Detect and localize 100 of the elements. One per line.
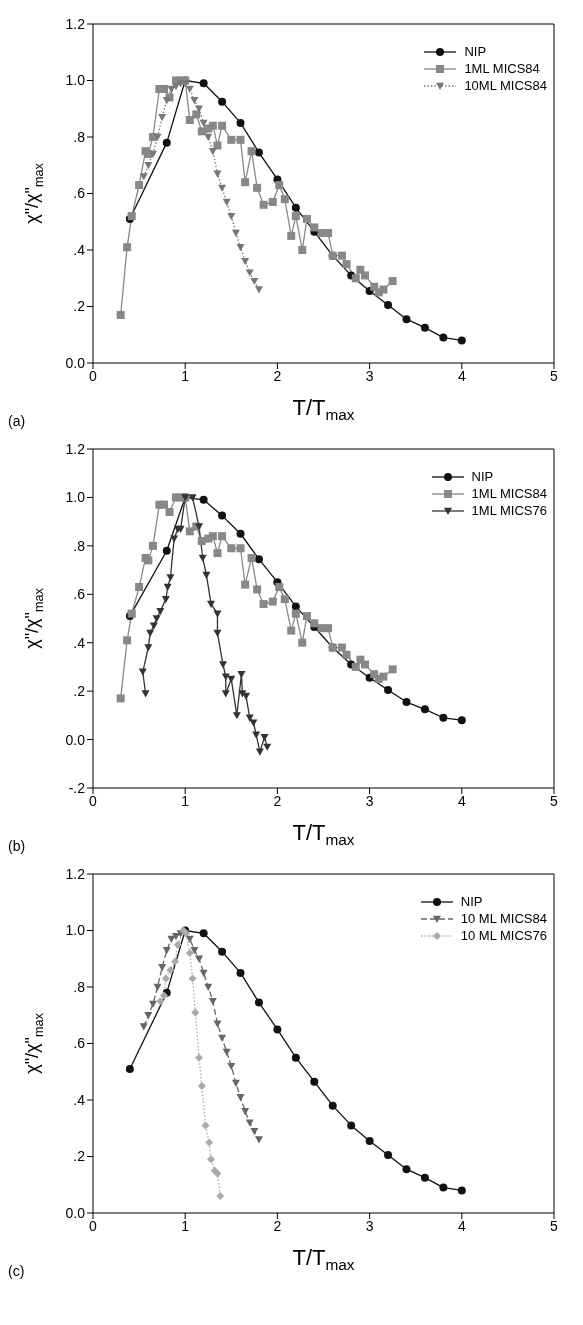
point: [221, 673, 230, 681]
point: [245, 1119, 254, 1127]
point: [167, 85, 176, 93]
point: [253, 183, 262, 192]
point: [298, 246, 307, 254]
x-tick-label: 0: [89, 1217, 98, 1234]
y-tick-label: 0.0: [65, 731, 86, 748]
point: [384, 1151, 393, 1160]
point: [199, 119, 208, 127]
point: [148, 1000, 157, 1008]
point: [302, 214, 311, 223]
point: [360, 271, 369, 280]
point: [149, 622, 158, 630]
point: [135, 181, 144, 190]
point: [268, 197, 277, 206]
legend-label: NIP: [464, 43, 487, 60]
point: [141, 690, 150, 698]
point: [152, 615, 161, 623]
point: [213, 141, 222, 150]
y-tick-label: 0.0: [65, 354, 86, 371]
point: [204, 983, 213, 991]
point: [156, 997, 165, 1006]
point: [231, 1079, 240, 1088]
x-axis-title: T/T$_{max}$: [292, 395, 355, 424]
point: [241, 178, 250, 187]
point: [351, 274, 360, 283]
point: [342, 260, 351, 269]
point: [287, 231, 296, 240]
point: [280, 195, 289, 204]
point: [384, 301, 393, 310]
point: [161, 974, 170, 983]
point: [273, 1025, 282, 1034]
point: [161, 595, 170, 604]
point: [192, 110, 201, 119]
x-tick-label: 4: [457, 1217, 466, 1234]
point: [158, 964, 167, 972]
point: [123, 636, 132, 645]
point: [337, 643, 346, 652]
point: [360, 660, 369, 669]
point: [216, 1192, 225, 1201]
point: [148, 541, 157, 550]
point: [227, 212, 236, 221]
point: [241, 1108, 250, 1116]
point: [162, 138, 171, 147]
x-tick-label: 4: [457, 367, 466, 384]
point: [159, 500, 168, 509]
point: [156, 608, 165, 616]
point: [291, 212, 300, 221]
point: [139, 1023, 148, 1031]
x-tick-label: 5: [550, 792, 559, 809]
point: [287, 626, 296, 635]
point: [254, 998, 263, 1007]
point: [218, 947, 227, 956]
point: [222, 198, 231, 206]
x-tick-label: 3: [365, 792, 374, 809]
text: (a): [8, 413, 26, 429]
y-tick-label: 0.0: [65, 1204, 86, 1221]
point: [185, 949, 194, 958]
point: [379, 285, 388, 294]
legend-label: 10 ML MICS76: [460, 927, 547, 944]
y-tick-label: .2: [73, 1148, 86, 1165]
x-tick-label: 5: [550, 1217, 559, 1234]
point: [347, 1121, 356, 1130]
point: [162, 97, 171, 105]
point: [153, 983, 162, 991]
point: [199, 495, 208, 504]
point: [402, 698, 411, 707]
point: [310, 223, 319, 232]
point: [221, 690, 230, 698]
point: [144, 644, 153, 652]
point: [254, 1136, 263, 1144]
point: [207, 600, 216, 608]
point: [260, 733, 269, 742]
point: [199, 79, 208, 88]
point: [280, 595, 289, 604]
point: [249, 719, 258, 727]
x-axis-title: T/T$_{max}$: [292, 820, 355, 849]
point: [250, 1127, 259, 1136]
point: [241, 258, 250, 266]
point: [195, 1053, 204, 1062]
point: [250, 277, 259, 286]
point: [259, 200, 268, 209]
point: [268, 597, 277, 606]
x-axis-title: T/T$_{max}$: [292, 1245, 355, 1274]
point: [232, 712, 241, 720]
point: [219, 661, 227, 669]
point: [185, 116, 194, 125]
x-tick-label: 3: [365, 1217, 374, 1234]
point: [342, 650, 351, 659]
point: [238, 690, 247, 698]
x-tick-label: 1: [181, 1217, 190, 1234]
point: [420, 1173, 429, 1182]
point: [185, 527, 194, 536]
point: [218, 511, 227, 520]
legend-label: NIP: [460, 893, 483, 910]
point: [236, 544, 245, 553]
x-tick-label: 2: [273, 1217, 282, 1234]
point: [208, 532, 217, 541]
point: [171, 957, 180, 966]
point: [242, 692, 251, 700]
